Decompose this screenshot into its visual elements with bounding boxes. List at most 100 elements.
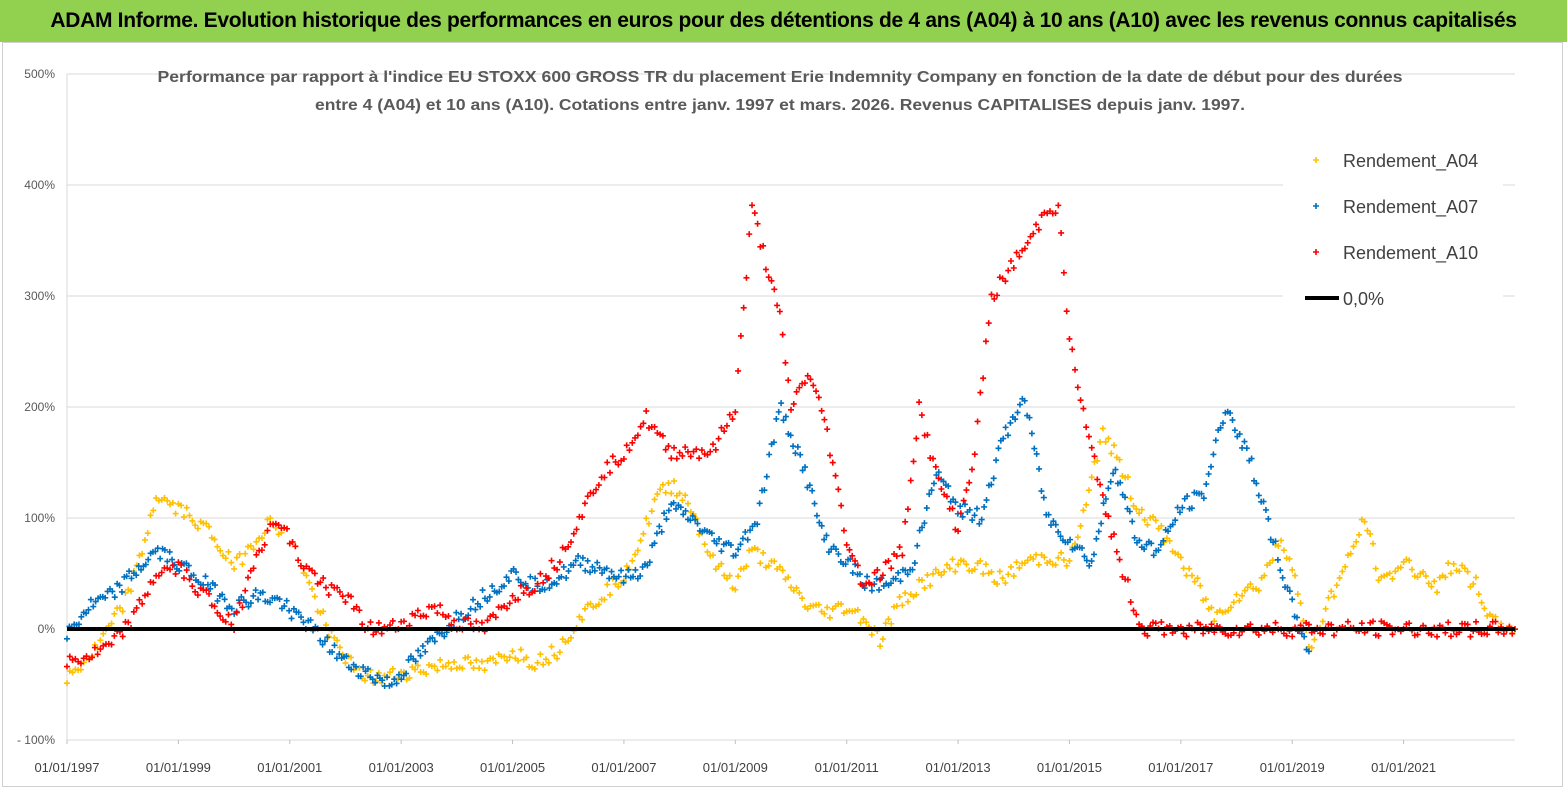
data-point — [1305, 648, 1312, 655]
data-point — [189, 583, 196, 590]
y-tick-label: 0% — [38, 622, 56, 636]
data-point — [797, 451, 804, 458]
data-point — [441, 633, 448, 640]
data-point — [794, 443, 801, 450]
data-point — [1083, 424, 1090, 431]
data-point — [710, 552, 717, 559]
data-point — [918, 412, 925, 419]
data-point — [1434, 633, 1441, 640]
data-point — [1033, 221, 1040, 228]
data-point — [1111, 531, 1118, 538]
data-point — [785, 574, 792, 581]
data-point — [735, 546, 742, 553]
data-point — [64, 663, 70, 670]
data-point — [1361, 518, 1368, 525]
data-point — [1311, 636, 1318, 643]
data-point — [1183, 633, 1190, 640]
data-point — [391, 676, 398, 683]
data-point — [856, 571, 863, 578]
data-point — [1088, 444, 1095, 451]
data-point — [478, 658, 485, 665]
data-point — [283, 597, 290, 604]
data-point — [1286, 555, 1293, 562]
data-point — [1289, 566, 1296, 573]
data-point — [966, 506, 973, 513]
data-point — [799, 467, 806, 474]
data-point — [632, 566, 639, 573]
data-point — [479, 587, 486, 594]
data-point — [1445, 619, 1452, 626]
data-point — [810, 382, 817, 389]
data-point — [876, 586, 883, 593]
data-point — [673, 455, 680, 462]
data-point — [563, 574, 570, 581]
data-point — [584, 493, 591, 500]
x-tick-label: 01/01/1997 — [34, 760, 99, 775]
data-point — [1229, 417, 1236, 424]
data-point — [608, 568, 615, 575]
data-point — [926, 491, 933, 498]
data-point — [651, 496, 658, 503]
data-point — [239, 561, 246, 568]
data-point — [423, 613, 430, 620]
data-point — [833, 546, 840, 553]
data-point — [303, 572, 310, 579]
data-point — [1021, 245, 1028, 252]
data-point — [740, 304, 747, 311]
data-point — [1414, 631, 1421, 638]
data-point — [185, 562, 192, 569]
data-point — [594, 559, 601, 566]
data-point — [322, 584, 329, 591]
data-point — [336, 588, 343, 595]
data-point — [75, 621, 82, 628]
data-point — [242, 587, 249, 594]
data-point — [311, 593, 318, 600]
data-point — [360, 664, 367, 671]
data-point — [1180, 630, 1187, 637]
data-point — [389, 665, 396, 672]
data-point — [790, 400, 797, 407]
data-point — [375, 619, 382, 626]
data-point — [1500, 630, 1507, 637]
data-point — [560, 563, 567, 570]
data-point — [916, 527, 923, 534]
data-point — [204, 581, 211, 588]
data-point — [1010, 264, 1017, 271]
data-point — [615, 583, 622, 590]
data-point — [1272, 538, 1279, 545]
data-point — [1447, 633, 1454, 640]
data-point — [1420, 568, 1427, 575]
data-point — [609, 453, 616, 460]
data-point — [473, 657, 480, 664]
data-point — [1198, 490, 1205, 497]
data-point — [897, 578, 904, 585]
data-point — [348, 593, 355, 600]
data-point — [598, 570, 605, 577]
data-point — [431, 663, 438, 670]
data-point — [64, 635, 70, 642]
data-point — [1339, 568, 1346, 575]
data-point — [1090, 551, 1097, 558]
data-point — [888, 620, 895, 627]
data-point — [1397, 564, 1404, 571]
data-point — [928, 487, 935, 494]
data-point — [618, 567, 625, 574]
data-point — [708, 530, 715, 537]
data-point — [467, 620, 474, 627]
data-point — [1414, 574, 1421, 581]
data-point — [971, 451, 978, 458]
data-point — [558, 573, 565, 580]
data-point — [816, 519, 823, 526]
data-point — [1284, 584, 1291, 591]
data-point — [801, 380, 808, 387]
data-point — [914, 542, 921, 549]
data-point — [744, 536, 751, 543]
data-point — [1467, 633, 1474, 640]
data-point — [464, 654, 471, 661]
data-point — [1255, 492, 1262, 499]
data-point — [570, 562, 577, 569]
data-point — [771, 286, 778, 293]
data-point — [325, 591, 332, 598]
data-point — [969, 517, 976, 524]
data-point — [927, 582, 934, 589]
